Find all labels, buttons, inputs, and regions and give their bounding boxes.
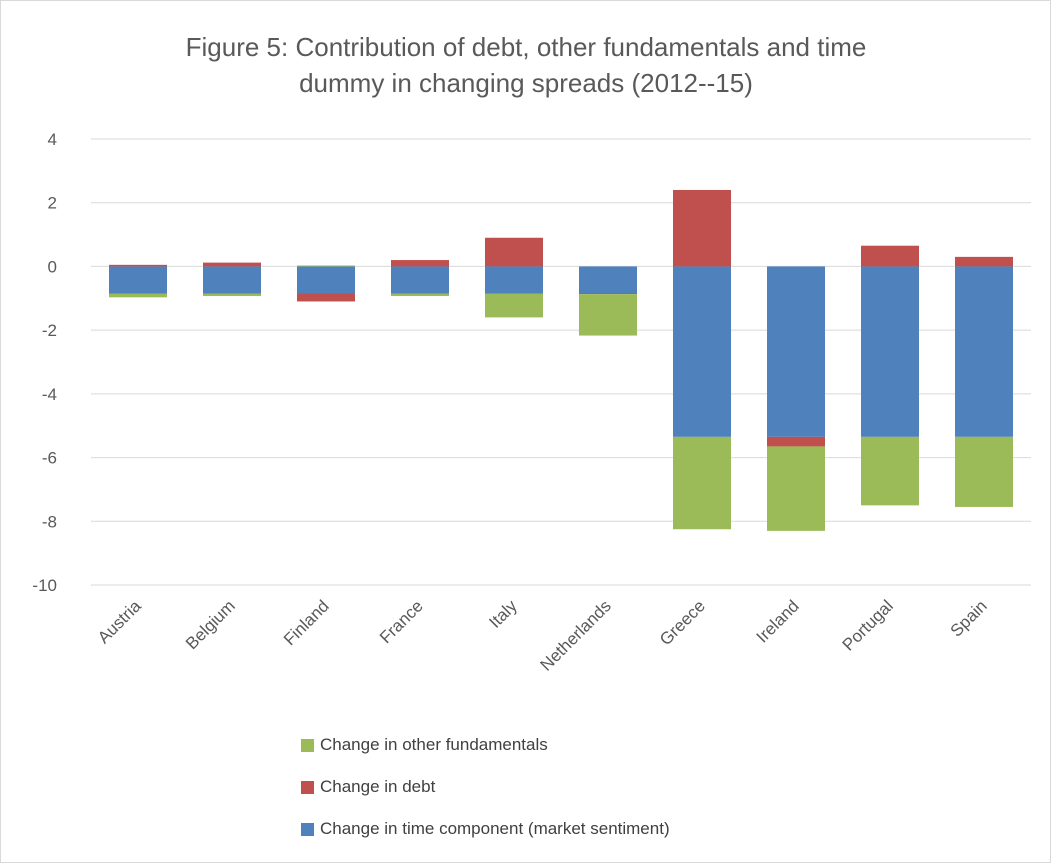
legend-item-time-component: Change in time component (market sentime… bbox=[301, 817, 670, 841]
bar-segment-spain-0 bbox=[955, 266, 1013, 437]
x-tick-label: Finland bbox=[280, 596, 333, 649]
bar-segment-spain-2 bbox=[955, 436, 1013, 507]
x-tick-label: France bbox=[376, 596, 427, 647]
legend-swatch-other-fundamentals bbox=[301, 738, 314, 752]
y-tick-label: -10 bbox=[32, 576, 57, 595]
bar-segment-ireland-2 bbox=[767, 446, 825, 531]
bar-segment-netherlands-0 bbox=[579, 266, 637, 294]
bar-segment-austria-2 bbox=[109, 293, 167, 298]
x-tick-label: Netherlands bbox=[537, 596, 615, 674]
legend: Change in other fundamentals Change in d… bbox=[301, 733, 670, 859]
bar-segment-spain-1 bbox=[955, 256, 1013, 267]
bar-segment-belgium-0 bbox=[203, 266, 261, 294]
bar-segment-belgium-2 bbox=[203, 293, 261, 297]
bar-segment-finland-0 bbox=[297, 266, 355, 294]
bar-segment-greece-1 bbox=[673, 189, 731, 267]
x-tick-label: Ireland bbox=[753, 596, 803, 646]
bar-segment-italy-1 bbox=[485, 237, 543, 267]
bar-segment-austria-1 bbox=[109, 264, 167, 267]
chart-title: Figure 5: Contribution of debt, other fu… bbox=[101, 29, 951, 101]
bar-segment-ireland-0 bbox=[767, 266, 825, 437]
legend-item-other-fundamentals: Change in other fundamentals bbox=[301, 733, 670, 757]
legend-swatch-time-component bbox=[301, 822, 314, 836]
bar-segment-france-0 bbox=[391, 266, 449, 294]
plot-area: 4 2 0 -2 -4 -6 -8 -10 Austria Belgium Finland Fran… bbox=[32, 130, 1031, 675]
bar-segment-greece-2 bbox=[673, 436, 731, 530]
x-tick-label: Spain bbox=[947, 596, 991, 640]
y-tick-label: -8 bbox=[42, 512, 57, 531]
bar-segment-ireland-1 bbox=[767, 436, 825, 447]
legend-label-other-fundamentals: Change in other fundamentals bbox=[320, 735, 548, 754]
legend-label-time-component: Change in time component (market sentime… bbox=[320, 819, 670, 838]
y-tick-label: -2 bbox=[42, 321, 57, 340]
x-tick-label: Austria bbox=[94, 596, 145, 647]
x-axis-tick-labels: Austria Belgium Finland France Italy Netherla… bbox=[94, 596, 991, 675]
y-tick-label: -6 bbox=[42, 449, 57, 468]
y-tick-label: 2 bbox=[48, 194, 57, 213]
bar-segment-italy-0 bbox=[485, 266, 543, 294]
bar-segment-france-1 bbox=[391, 260, 449, 267]
bar-segment-netherlands-2 bbox=[579, 294, 637, 336]
legend-swatch-debt bbox=[301, 780, 314, 794]
chart-title-line-1: Figure 5: Contribution of debt, other fu… bbox=[185, 32, 867, 62]
bar-segment-portugal-0 bbox=[861, 266, 919, 437]
bar-segment-austria-0 bbox=[109, 266, 167, 294]
bar-segment-italy-2 bbox=[485, 293, 543, 318]
bar-segment-belgium-1 bbox=[203, 262, 261, 267]
bar-segment-netherlands-1 bbox=[579, 293, 637, 295]
x-tick-label: Belgium bbox=[182, 596, 239, 653]
chart-title-line-2: dummy in changing spreads (2012--15) bbox=[299, 68, 753, 98]
bar-segment-portugal-1 bbox=[861, 245, 919, 267]
y-axis-tick-labels: 4 2 0 -2 -4 -6 -8 -10 bbox=[32, 130, 57, 595]
x-tick-label: Greece bbox=[656, 596, 709, 649]
legend-item-debt: Change in debt bbox=[301, 775, 670, 799]
legend-label-debt: Change in debt bbox=[320, 777, 436, 796]
y-tick-label: 0 bbox=[48, 257, 57, 276]
bar-segment-finland-1 bbox=[297, 293, 355, 302]
x-tick-label: Italy bbox=[485, 596, 521, 632]
bars bbox=[109, 189, 1013, 531]
bar-segment-greece-0 bbox=[673, 266, 731, 437]
y-tick-label: 4 bbox=[48, 130, 57, 149]
bar-segment-portugal-2 bbox=[861, 436, 919, 506]
bar-segment-france-2 bbox=[391, 293, 449, 297]
bar-segment-finland-2 bbox=[297, 265, 355, 267]
y-tick-label: -4 bbox=[42, 385, 57, 404]
x-tick-label: Portugal bbox=[839, 596, 897, 654]
